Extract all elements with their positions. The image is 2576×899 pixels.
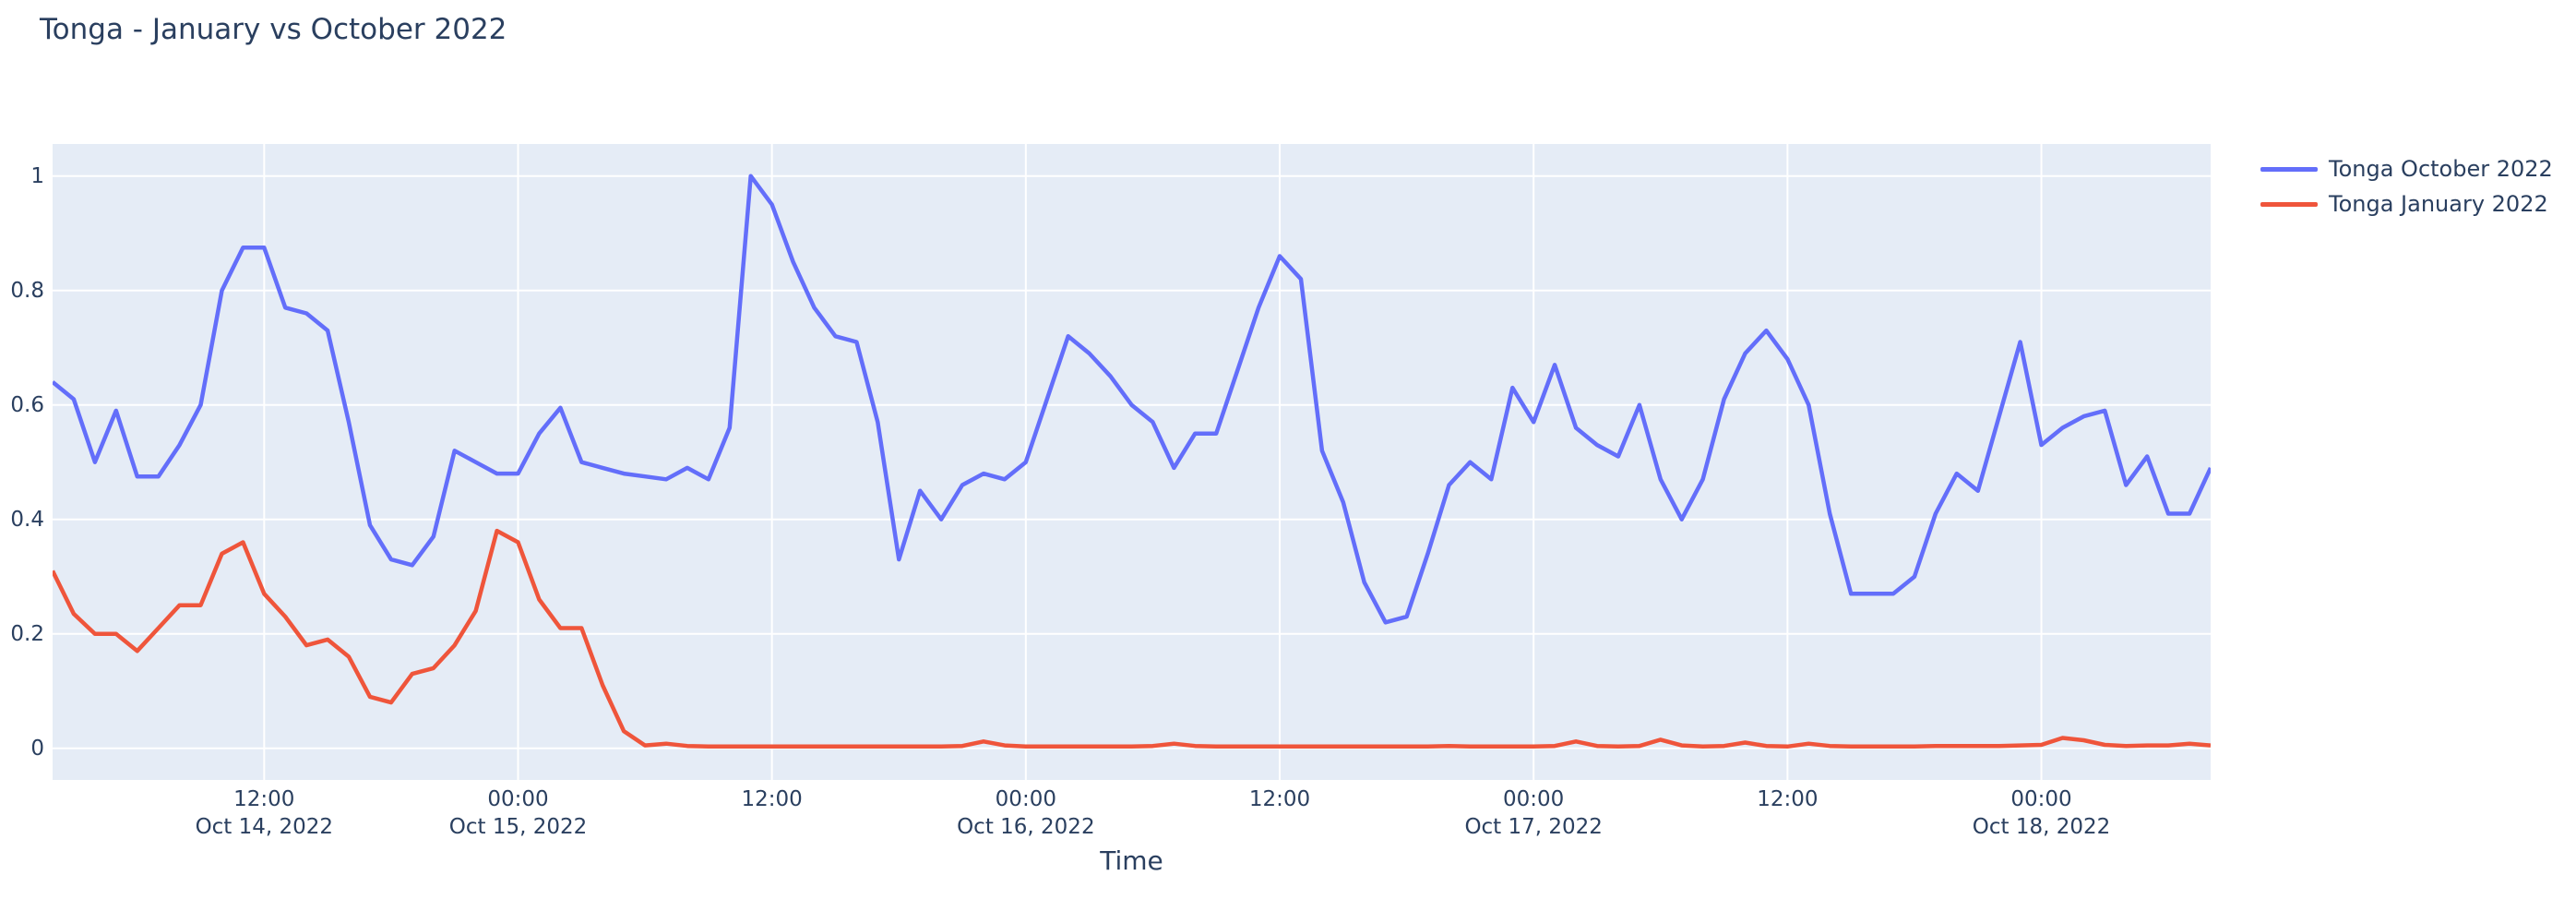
x-tick-label: 00:00 Oct 16, 2022 xyxy=(924,785,1127,841)
series-line-tonga-october-2022[interactable] xyxy=(53,174,2211,625)
x-tick-label: 00:00 Oct 15, 2022 xyxy=(416,785,619,841)
x-tick-label: 00:00 Oct 18, 2022 xyxy=(1940,785,2143,841)
y-tick-label: 0 xyxy=(30,736,44,761)
legend-label: Tonga January 2022 xyxy=(2329,191,2548,217)
y-tick-label: 0.8 xyxy=(10,278,44,303)
x-tick-label: 12:00 xyxy=(1686,785,1889,813)
x-tick-date: Oct 15, 2022 xyxy=(448,815,588,839)
chart-canvas xyxy=(53,144,2211,780)
y-tick-label: 1 xyxy=(30,163,44,188)
legend-label: Tonga October 2022 xyxy=(2329,156,2553,182)
x-tick-time: 00:00 xyxy=(1503,787,1565,811)
x-tick-time: 00:00 xyxy=(995,787,1056,811)
legend-item-tonga-january-2022[interactable]: Tonga January 2022 xyxy=(2260,186,2553,222)
x-tick-label: 12:00 Oct 14, 2022 xyxy=(162,785,365,841)
x-tick-label: 00:00 Oct 17, 2022 xyxy=(1432,785,1635,841)
legend-line-swatch-october xyxy=(2260,166,2318,172)
legend-line-swatch-january xyxy=(2260,201,2318,207)
x-tick-time: 12:00 xyxy=(1248,787,1311,811)
x-tick-date: Oct 14, 2022 xyxy=(195,815,334,839)
x-tick-date: Oct 16, 2022 xyxy=(957,815,1095,839)
x-tick-label: 12:00 xyxy=(1178,785,1381,813)
x-tick-date: Oct 18, 2022 xyxy=(1972,815,2111,839)
series-line-tonga-january-2022[interactable] xyxy=(53,528,2211,749)
x-tick-time: 00:00 xyxy=(487,787,549,811)
x-axis-title: Time xyxy=(1100,845,1163,876)
legend: Tonga October 2022 Tonga January 2022 xyxy=(2260,151,2553,222)
x-tick-date: Oct 17, 2022 xyxy=(1464,815,1603,839)
x-tick-time: 00:00 xyxy=(2010,787,2072,811)
y-tick-label: 0.2 xyxy=(10,621,44,646)
legend-item-tonga-october-2022[interactable]: Tonga October 2022 xyxy=(2260,151,2553,186)
x-tick-time: 12:00 xyxy=(1757,787,1819,811)
x-tick-label: 12:00 xyxy=(671,785,874,813)
x-tick-time: 12:00 xyxy=(741,787,803,811)
y-tick-label: 0.6 xyxy=(10,392,44,417)
x-tick-time: 12:00 xyxy=(233,787,295,811)
plot-area[interactable] xyxy=(53,144,2211,780)
chart-title: Tonga - January vs October 2022 xyxy=(40,13,507,46)
y-tick-label: 0.4 xyxy=(10,507,44,532)
